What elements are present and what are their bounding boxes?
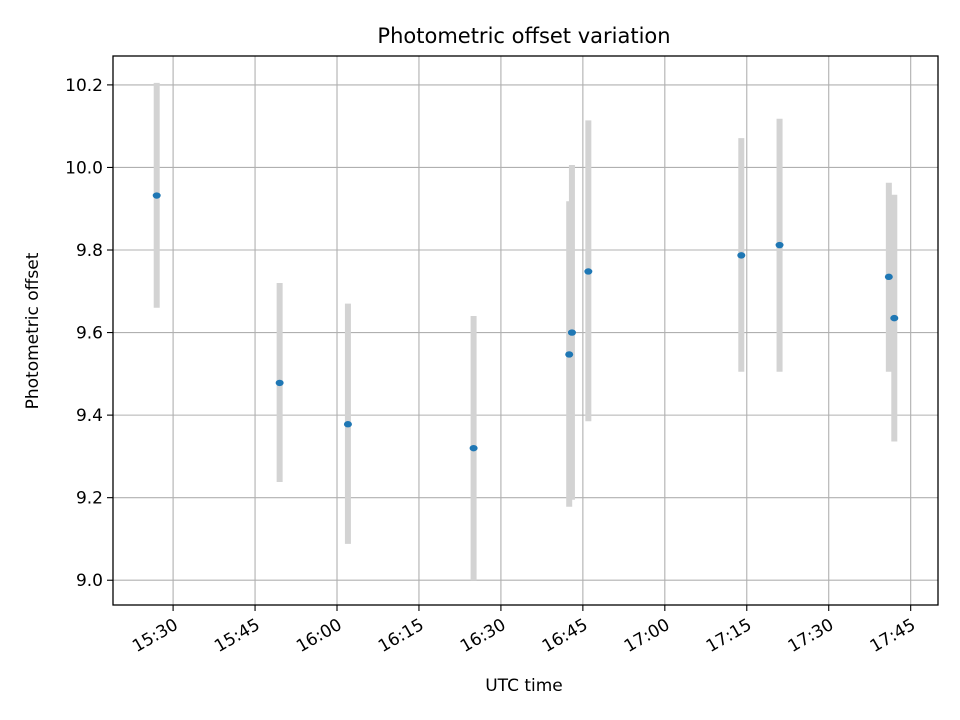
x-tick-label: 16:00 <box>293 615 345 657</box>
data-point <box>275 379 284 387</box>
data-point <box>737 252 746 259</box>
y-tick-label: 10.0 <box>65 158 103 178</box>
y-tick-label: 9.2 <box>76 489 103 509</box>
x-axis-label: UTC time <box>485 676 563 696</box>
x-tick-label: 15:30 <box>129 615 181 657</box>
x-tick-label: 16:30 <box>457 615 509 657</box>
x-tick-label: 16:15 <box>375 615 427 657</box>
data-point <box>567 329 576 336</box>
y-tick-label: 9.4 <box>76 406 103 426</box>
grid <box>113 56 938 605</box>
x-tick-label: 15:45 <box>211 615 263 657</box>
x-tick-label: 17:45 <box>867 615 919 657</box>
data-point <box>565 351 574 358</box>
x-tick-label: 17:15 <box>703 615 755 657</box>
x-axis-ticks: 15:30 15:45 16:00 16:15 16:30 16:45 17:00 17:15… <box>129 605 919 657</box>
data-point <box>890 314 899 322</box>
data-point <box>584 268 593 275</box>
x-tick-label: 17:00 <box>621 615 673 657</box>
error-bars <box>153 82 898 581</box>
data-point <box>775 241 784 249</box>
y-tick-label: 9.8 <box>76 241 103 261</box>
y-axis-label: Photometric offset <box>23 252 43 409</box>
y-axis-ticks: 9.0 9.2 9.4 9.6 9.8 10.0 10.2 <box>65 76 113 591</box>
y-tick-label: 10.2 <box>65 76 103 96</box>
chart-title: Photometric offset variation <box>377 24 670 48</box>
data-point <box>343 421 352 428</box>
plot-frame <box>112 55 939 606</box>
x-tick-label: 16:45 <box>539 615 591 657</box>
data-point <box>152 192 161 199</box>
data-point <box>884 273 893 281</box>
y-tick-label: 9.0 <box>76 571 103 591</box>
data-point <box>469 444 478 452</box>
data-points <box>152 192 899 452</box>
x-tick-label: 17:30 <box>785 615 837 657</box>
y-tick-label: 9.6 <box>76 324 103 344</box>
